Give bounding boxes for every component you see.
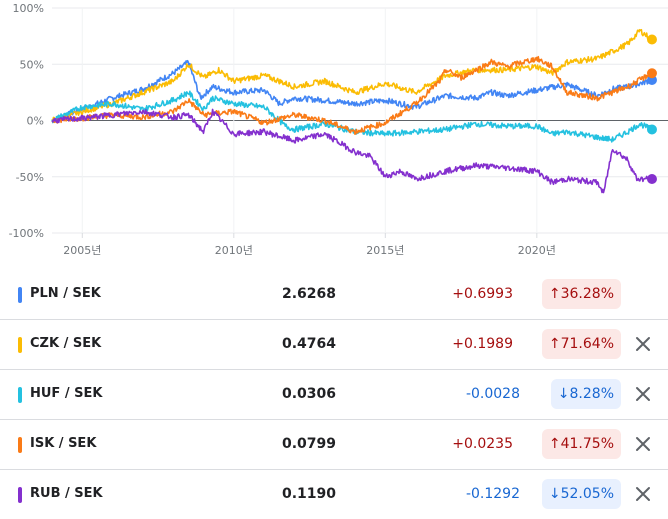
currency-pair-list: PLN / SEK 2.6268 +0.6993 ↑36.28% CZK / SEK 0.…	[0, 270, 668, 519]
arrow-down-icon: ↓	[557, 386, 570, 402]
series-color-swatch	[18, 487, 22, 503]
pair-name: RUB / SEK	[30, 486, 103, 501]
x-axis: 2005년 2010년 2015년 2020년	[63, 233, 556, 257]
pair-price: 0.4764	[282, 336, 337, 352]
y-tick-label: -100%	[9, 227, 44, 240]
y-axis: 100% 50% 0% -50% -100%	[9, 2, 44, 240]
pair-row[interactable]: ISK / SEK 0.0799 +0.0235 ↑41.75%	[0, 420, 668, 470]
pair-price: 0.0306	[282, 386, 337, 402]
remove-pair-button[interactable]	[632, 383, 654, 405]
series-end-dot-2	[646, 124, 657, 135]
price-change: +0.6993	[452, 286, 513, 302]
x-tick-label: 2020년	[518, 244, 556, 257]
series-lines	[51, 28, 653, 194]
pair-row[interactable]: HUF / SEK 0.0306 -0.0028 ↓8.28%	[0, 370, 668, 420]
y-tick-label: -50%	[16, 171, 44, 184]
series-end-dot-4	[646, 174, 657, 184]
price-change: +0.0235	[452, 436, 513, 452]
price-change: -0.0028	[465, 386, 520, 402]
y-tick-label: 100%	[13, 2, 44, 15]
close-icon	[636, 337, 650, 351]
series-line-0	[51, 59, 653, 123]
pair-name: HUF / SEK	[30, 386, 103, 401]
series-color-swatch	[18, 287, 22, 303]
arrow-up-icon: ↑	[548, 286, 561, 302]
remove-pair-button[interactable]	[632, 333, 654, 355]
percent-change-badge: ↓8.28%	[550, 379, 621, 409]
pair-price: 2.6268	[282, 286, 337, 302]
x-tick-label: 2005년	[63, 244, 101, 257]
arrow-up-icon: ↑	[548, 436, 561, 452]
close-icon	[636, 487, 650, 501]
chart-grid	[52, 7, 668, 234]
percent-value: 8.28%	[569, 386, 614, 402]
pair-price: 0.1190	[282, 486, 337, 502]
y-tick-label: 50%	[20, 58, 44, 71]
percent-value: 52.05%	[560, 486, 614, 502]
pair-name: PLN / SEK	[30, 286, 101, 301]
percent-change-badge: ↑71.64%	[541, 329, 621, 359]
pair-name: ISK / SEK	[30, 436, 97, 451]
series-color-swatch	[18, 337, 22, 353]
series-line-4	[51, 108, 653, 194]
series-line-3	[51, 55, 653, 135]
remove-pair-button[interactable]	[632, 483, 654, 505]
percent-value: 36.28%	[560, 286, 614, 302]
percent-value: 41.75%	[560, 436, 614, 452]
pair-price: 0.0799	[282, 436, 337, 452]
series-end-dot-3	[646, 68, 657, 79]
series-line-1	[51, 28, 653, 123]
close-icon	[636, 387, 650, 401]
percent-value: 71.64%	[560, 336, 614, 352]
percent-change-badge: ↑41.75%	[541, 429, 621, 459]
price-change: -0.1292	[465, 486, 520, 502]
series-color-swatch	[18, 387, 22, 403]
x-tick-label: 2010년	[215, 244, 253, 257]
pair-row[interactable]: PLN / SEK 2.6268 +0.6993 ↑36.28%	[0, 270, 668, 320]
pair-row[interactable]: CZK / SEK 0.4764 +0.1989 ↑71.64%	[0, 320, 668, 370]
price-change: +0.1989	[452, 336, 513, 352]
remove-pair-button[interactable]	[632, 433, 654, 455]
series-end-markers	[646, 34, 657, 184]
arrow-up-icon: ↑	[548, 336, 561, 352]
comparison-line-chart: 100% 50% 0% -50% -100% 2005년 2010년 2015년 2020년	[9, 2, 668, 257]
close-icon	[636, 437, 650, 451]
percent-change-badge: ↑36.28%	[541, 279, 621, 309]
pair-name: CZK / SEK	[30, 336, 102, 351]
x-tick-label: 2015년	[366, 244, 404, 257]
percent-change-badge: ↓52.05%	[541, 479, 621, 509]
arrow-down-icon: ↓	[548, 486, 561, 502]
series-color-swatch	[18, 437, 22, 453]
y-tick-label: 0%	[27, 115, 44, 128]
series-end-dot-1	[646, 34, 657, 45]
pair-row[interactable]: RUB / SEK 0.1190 -0.1292 ↓52.05%	[0, 470, 668, 519]
